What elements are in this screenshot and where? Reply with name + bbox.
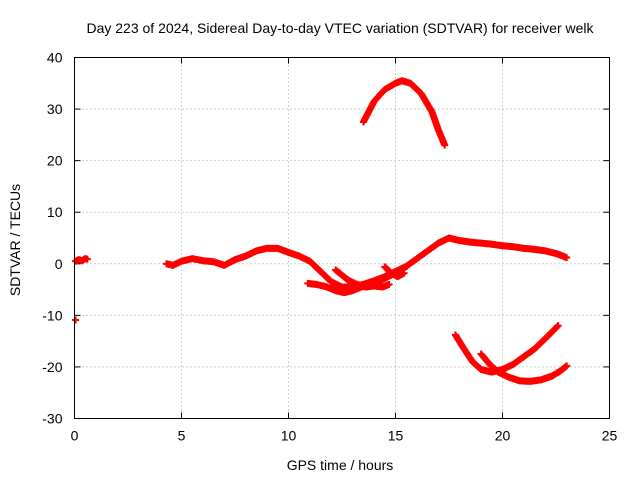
y-tick-label: 30 — [47, 101, 63, 117]
series-arc-i — [477, 350, 571, 385]
y-tick-label: -10 — [42, 307, 62, 323]
plot-frame — [74, 57, 610, 419]
x-tick-label: 5 — [178, 428, 186, 444]
y-tick-label: 40 — [47, 50, 63, 66]
grid-lines — [74, 57, 610, 419]
data-point — [563, 362, 571, 370]
data-point — [554, 322, 562, 330]
series-arc-b — [72, 316, 80, 324]
data-point — [441, 141, 449, 149]
x-tick-label: 20 — [495, 428, 511, 444]
series-arc-a — [72, 255, 91, 265]
series-arc-e — [332, 266, 393, 291]
chart-title: Day 223 of 2024, Sidereal Day-to-day VTE… — [86, 20, 594, 36]
x-tick-label: 10 — [281, 428, 297, 444]
y-tick-label: 10 — [47, 204, 63, 220]
x-tick-label: 25 — [602, 428, 618, 444]
data-point — [400, 269, 408, 277]
data-point — [563, 254, 571, 262]
y-tick-label: 0 — [55, 256, 63, 272]
series-arc-f — [381, 263, 408, 281]
x-axis-label: GPS time / hours — [287, 457, 394, 473]
series-arc-h — [451, 322, 562, 376]
data-point — [553, 323, 561, 331]
x-tick-label: 0 — [71, 428, 79, 444]
x-tick-label: 15 — [388, 428, 404, 444]
data-series — [72, 77, 571, 385]
y-axis-label: SDTVAR / TECUs — [7, 184, 23, 296]
axis-ticks: 0 5 10 15 20 25 -30 -20 -10 0 10 20 30 40 — [42, 50, 617, 444]
y-tick-label: 20 — [47, 153, 63, 169]
y-tick-label: -20 — [42, 359, 62, 375]
data-point — [83, 255, 91, 263]
data-point — [385, 280, 393, 288]
series-arc-g — [359, 77, 449, 149]
data-point — [72, 316, 80, 324]
y-tick-label: -30 — [42, 411, 62, 427]
